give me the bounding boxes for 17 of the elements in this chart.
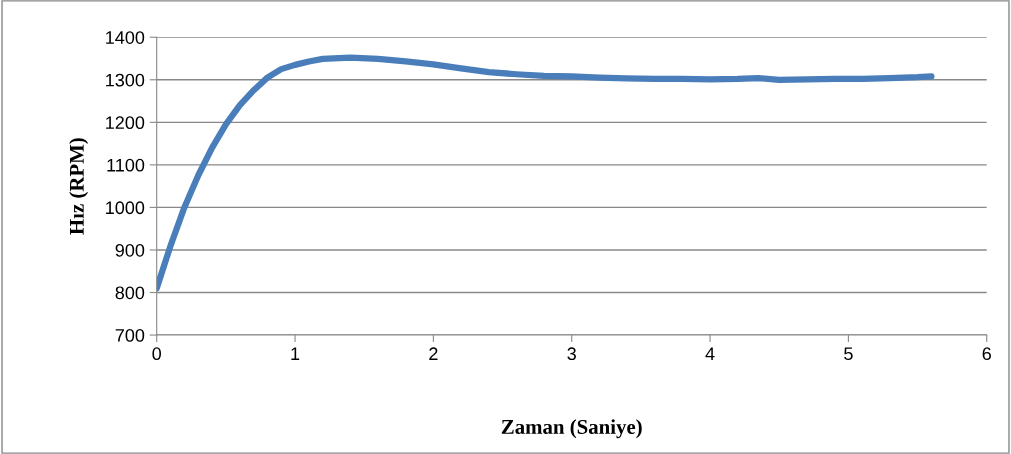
y-tick-label: 1400 [106, 31, 145, 44]
y-tick-label: 1000 [106, 201, 145, 215]
x-tick-label: 1 [291, 347, 300, 360]
y-tick-label: 1100 [107, 158, 145, 172]
y-tick-label: 800 [115, 286, 145, 300]
y-tick-label: 900 [115, 243, 145, 257]
y-tick-label: 700 [115, 328, 145, 342]
x-axis-title: Zaman (Saniye) [501, 419, 642, 439]
x-tick-label: 4 [705, 347, 715, 360]
y-axis-title: Hız (RPM) [69, 138, 89, 235]
x-tick-label: 3 [567, 347, 576, 361]
y-tick-label: 1200 [106, 116, 145, 130]
y-tick-label: 1300 [106, 73, 145, 87]
x-tick-label: 2 [429, 347, 438, 360]
x-tick-label: 6 [982, 347, 991, 361]
x-tick-label: 5 [844, 347, 853, 361]
x-tick-label: 0 [152, 347, 162, 361]
